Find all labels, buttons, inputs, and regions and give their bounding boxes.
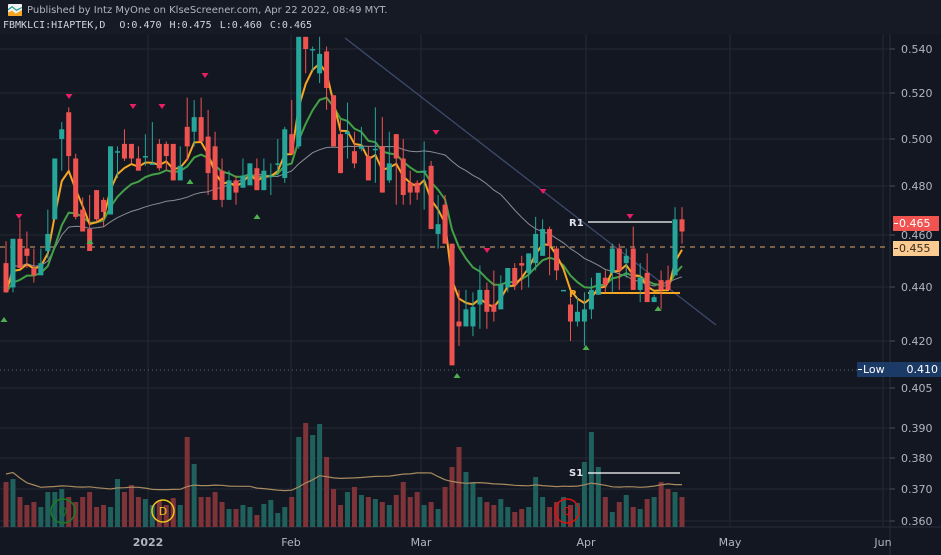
price-tick-label: 0.380	[901, 452, 933, 465]
d-circle-marker: D	[151, 499, 175, 523]
time-axis[interactable]: 2022 Feb Mar Apr May Jun	[133, 536, 892, 549]
price-tick-label: 0.360	[901, 515, 933, 528]
publish-info: Published by Intz MyOne on KlseScreener.…	[8, 3, 387, 17]
ohlc-legend: FBMKLCI:HIAPTEK,D O:0.470 H:0.475 L:0.460 C…	[3, 20, 320, 31]
q-circle-marker-red: Q	[554, 498, 580, 524]
last-price-tag: 0.465	[893, 216, 939, 231]
time-tick-label: Apr	[576, 536, 596, 549]
previous-close-tag: 0.455	[893, 241, 939, 256]
low-tag-label: Low	[863, 363, 885, 376]
s1-label: S1	[569, 468, 583, 479]
q-circle-marker-green: Q	[50, 498, 76, 524]
price-axis[interactable]: 0.540 0.520 0.500 0.480 0.460 0.440 0.420 0.405…	[890, 43, 933, 528]
svg-text:D: D	[159, 505, 167, 518]
svg-text:Q: Q	[59, 505, 68, 518]
price-tick-label: 0.520	[901, 87, 933, 100]
chart-header: Published by Intz MyOne on KlseScreener.…	[0, 0, 941, 34]
price-tick-label: 0.390	[901, 422, 933, 435]
time-tick-label: Jun	[873, 536, 891, 549]
pivot-label: P	[569, 289, 576, 300]
price-tick-label: 0.440	[901, 281, 933, 294]
price-tick-label: 0.370	[901, 483, 933, 496]
symbol-label: FBMKLCI:HIAPTEK,D	[3, 20, 106, 31]
time-tick-label: 2022	[133, 536, 164, 549]
open-value: O:0.470	[119, 20, 162, 31]
price-tick-label: 0.500	[901, 133, 933, 146]
volume-bars	[3, 423, 685, 527]
low-tag-value: 0.410	[906, 363, 939, 376]
published-text: Published by Intz MyOne on KlseScreener.…	[27, 4, 388, 16]
grid-lines	[0, 34, 941, 555]
indicator-lines	[5, 37, 717, 474]
time-tick-label: May	[719, 536, 742, 549]
candlesticks	[3, 36, 685, 366]
high-value: H:0.475	[169, 20, 212, 31]
r1-label: R1	[569, 218, 584, 229]
price-tick-label: 0.460	[901, 229, 933, 242]
price-tick-label: 0.405	[901, 382, 933, 395]
price-tick-label: 0.540	[901, 43, 933, 56]
low-value: L:0.460	[219, 20, 262, 31]
time-tick-label: Feb	[281, 536, 300, 549]
signal-markers	[0, 73, 662, 378]
price-tick-label: 0.420	[901, 335, 933, 348]
price-tick-label: 0.480	[901, 180, 933, 193]
close-value: C:0.465	[269, 20, 313, 31]
time-tick-label: Mar	[411, 536, 432, 549]
period-low-tag: Low 0.410	[857, 362, 941, 377]
klsescreener-logo-icon	[8, 4, 22, 16]
svg-text:Q: Q	[563, 505, 572, 518]
